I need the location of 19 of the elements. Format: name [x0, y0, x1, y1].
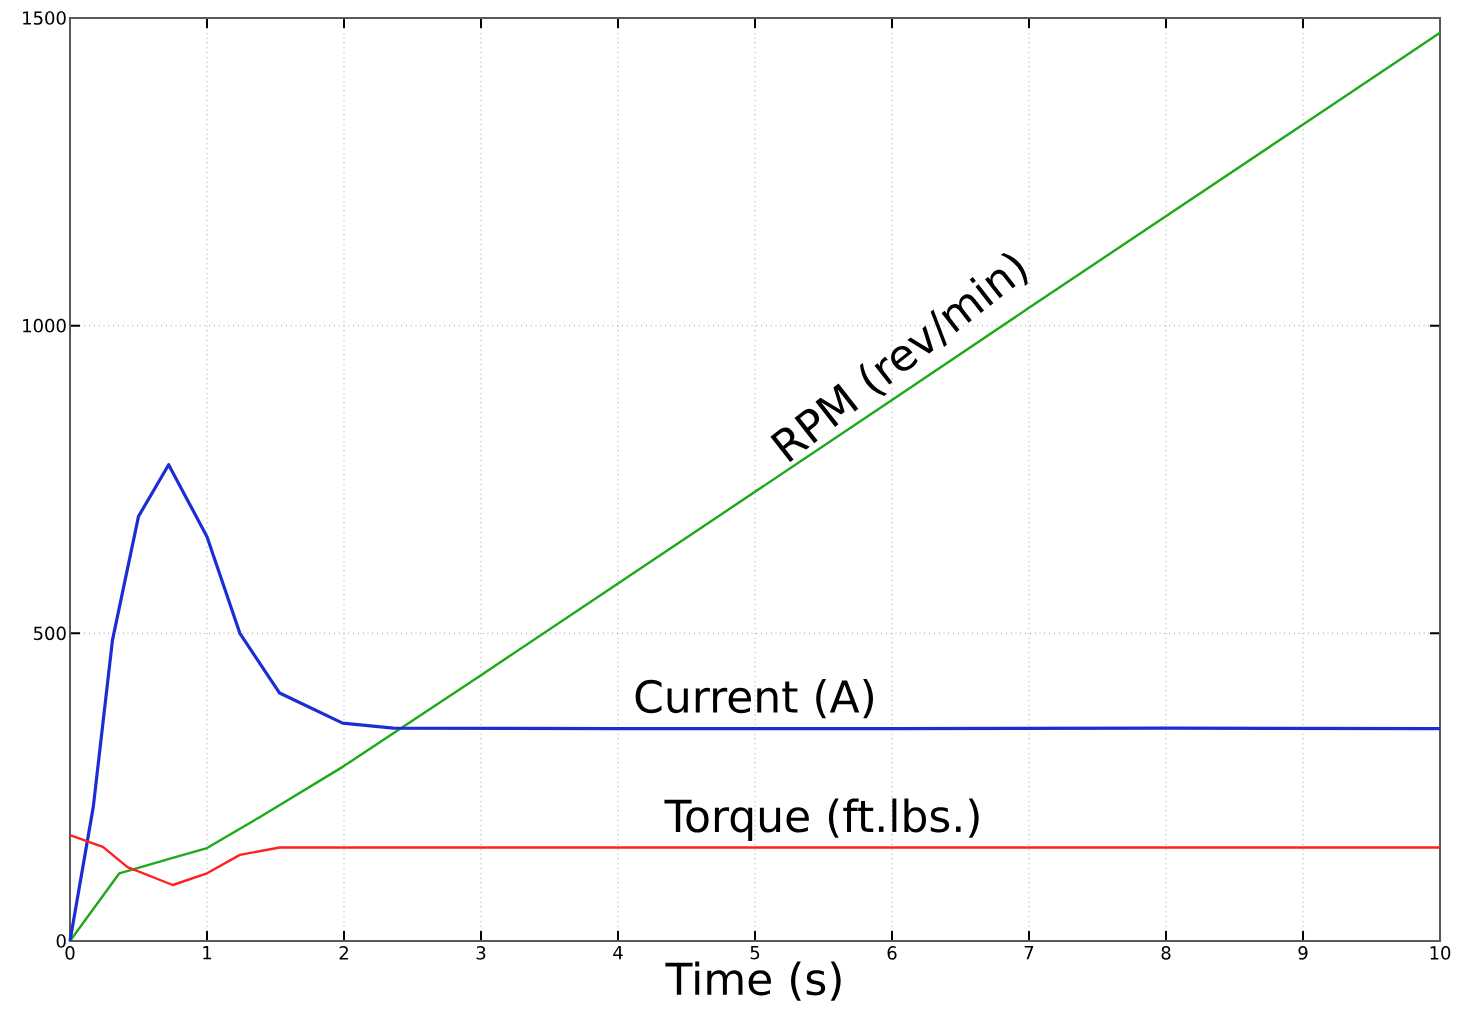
x-axis-title: Time (s) [665, 961, 841, 1001]
y-tick-label: 500 [33, 626, 66, 641]
x-tick-label: 9 [1298, 946, 1308, 960]
x-tick-label: 8 [1161, 946, 1171, 960]
y-tick-label: 1500 [23, 11, 66, 25]
x-tick-label: 5 [750, 946, 760, 960]
x-tick-label: 1 [203, 946, 212, 960]
series-label: Current (A) [635, 679, 874, 719]
y-tick-label: 1000 [23, 318, 66, 333]
x-tick-label: 2 [339, 946, 348, 960]
x-tick-label: 6 [887, 946, 897, 960]
x-tick-label: 7 [1024, 946, 1034, 960]
line-series [68, 463, 1442, 943]
x-tick-label: 4 [613, 946, 623, 960]
y-tick-label: 0 [56, 934, 66, 948]
x-tick-label: 3 [476, 946, 486, 960]
series-label: Torque (ft.lbs.) [664, 798, 979, 842]
x-tick-label: 10 [1430, 946, 1451, 960]
x-tick-label: 0 [65, 946, 75, 960]
